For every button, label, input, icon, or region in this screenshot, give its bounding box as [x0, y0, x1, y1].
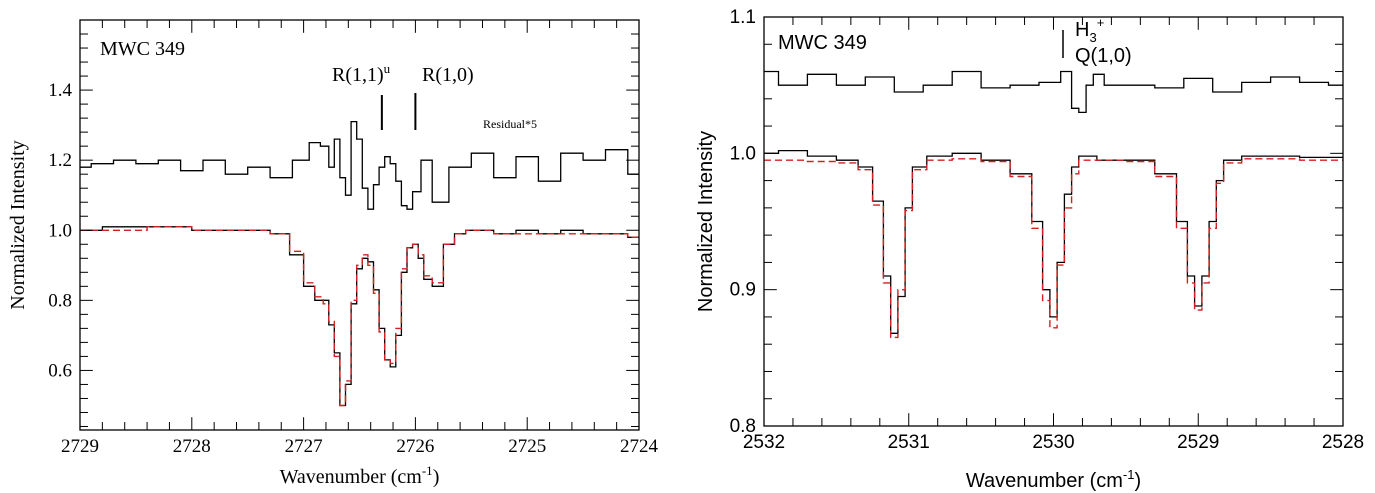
- x-tick-label: 2530: [1032, 432, 1074, 453]
- x-tick-label: 2532: [743, 432, 785, 453]
- x-tick-label: 2729: [61, 436, 99, 457]
- y-tick-label: 1.0: [730, 143, 756, 164]
- annotation-r10: R(1,0): [422, 64, 474, 86]
- annotation-residual: Residual*5: [483, 117, 537, 131]
- y-axis-label: Normalized Intensity: [695, 131, 717, 312]
- x-tick-label: 2726: [396, 436, 434, 457]
- observed-spectrum-line: [764, 149, 1343, 334]
- y-tick-label: 0.6: [48, 360, 72, 381]
- series-group: [764, 70, 1343, 339]
- x-axis-label: Wavenumber (cm-1): [966, 467, 1141, 492]
- y-tick-label: 1.2: [48, 150, 72, 171]
- annotation-r11: R(1,1)u: [332, 61, 391, 86]
- annotation-q10: Q(1,0): [1075, 45, 1132, 67]
- x-tick-label: 2529: [1177, 432, 1219, 453]
- chart-title: MWC 349: [778, 32, 867, 54]
- x-tick-label: 2531: [888, 432, 930, 453]
- plot-frame: [79, 19, 640, 431]
- chart-panel-2: 2532 2531 2530 2529 2528 0.8 0.9 1.0 1.1 Wavenumb…: [695, 7, 1364, 492]
- observed-spectrum-line: [80, 226, 639, 407]
- plot-frame: [763, 16, 1344, 427]
- x-tick-label: 2727: [285, 436, 323, 457]
- y-tick-label: 0.9: [730, 280, 756, 301]
- x-tick-label: 2728: [173, 436, 211, 457]
- chart-panel-1: 2729 2728 2727 2726 2725 2724 0.6 0.8 1.0 1.2 1.4 W…: [7, 19, 659, 488]
- x-tick-label: 2724: [620, 436, 659, 457]
- y-tick-label: 1.0: [48, 220, 72, 241]
- chart-title: MWC 349: [100, 38, 185, 60]
- series-group: [80, 120, 639, 407]
- model-spectrum-line: [764, 158, 1343, 339]
- y-tick-label: 1.1: [730, 7, 756, 28]
- model-spectrum-line: [80, 226, 639, 407]
- annotation-h3plus: H3+: [1075, 15, 1104, 45]
- x-tick-label: 2528: [1322, 432, 1364, 453]
- y-tick-label: 1.4: [48, 80, 72, 101]
- x-tick-label: 2725: [508, 436, 546, 457]
- y-tick-label: 0.8: [730, 416, 756, 437]
- x-axis-label: Wavenumber (cm-1): [280, 463, 440, 488]
- y-tick-label: 0.8: [48, 290, 72, 311]
- residual-spectrum-line: [80, 120, 639, 210]
- residual-spectrum-line: [764, 70, 1343, 114]
- y-axis-label: Normalized Intensity: [7, 140, 29, 309]
